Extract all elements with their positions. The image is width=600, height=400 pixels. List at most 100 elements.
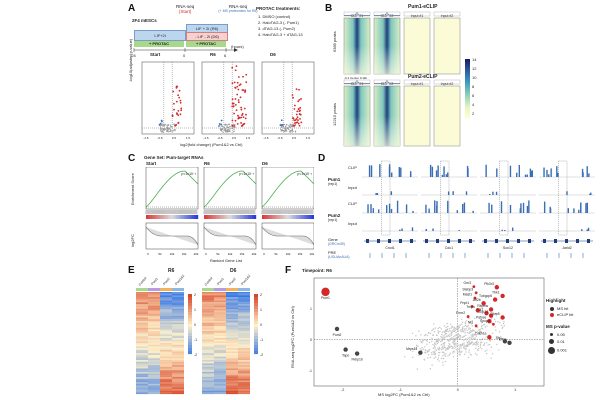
scatter-bg-point bbox=[424, 333, 427, 336]
profile-line bbox=[373, 80, 401, 84]
scatter-bg-point bbox=[447, 335, 450, 337]
scatter-bg-point bbox=[481, 327, 483, 329]
scatter-bg-point bbox=[502, 326, 504, 329]
heat-cell bbox=[214, 373, 226, 376]
heat-cell bbox=[160, 383, 172, 386]
heat-cell bbox=[160, 295, 172, 298]
volcano-point-red bbox=[231, 124, 234, 127]
volcano-point-gray bbox=[232, 131, 235, 133]
heat-cell bbox=[172, 363, 184, 366]
heat-colorbar-tick: 1 bbox=[260, 308, 262, 312]
scatter-bg-point bbox=[485, 352, 488, 355]
heat-cell bbox=[226, 302, 238, 304]
heat-cell bbox=[214, 307, 226, 310]
scatter-bg-point bbox=[497, 321, 499, 323]
scatter-bg-point bbox=[457, 351, 459, 354]
profile-box bbox=[343, 11, 371, 17]
heat-cell bbox=[214, 349, 226, 352]
scatter-bg-point bbox=[445, 330, 448, 333]
volcano-point-red bbox=[236, 81, 239, 84]
scatter-point-gm3 bbox=[472, 285, 476, 289]
heat-cell bbox=[238, 371, 250, 374]
heat-col-bar bbox=[160, 288, 172, 291]
gene-name: Sox12 bbox=[503, 246, 513, 250]
scatter-ytick: 1 bbox=[310, 307, 312, 311]
heat-colorbar-tick: -2 bbox=[260, 353, 263, 357]
heat-cell bbox=[226, 329, 238, 332]
gene-exon bbox=[458, 239, 461, 243]
volcano-point-gray bbox=[279, 128, 282, 130]
volcano-point-red bbox=[172, 90, 175, 93]
heat-cell bbox=[148, 349, 160, 352]
scatter-bg-point bbox=[479, 331, 482, 333]
es-curve-2 bbox=[261, 170, 314, 208]
heat-col-bar bbox=[202, 288, 214, 291]
volcano-point-red bbox=[234, 69, 237, 72]
heat-cell bbox=[202, 371, 214, 374]
track-peak bbox=[437, 165, 439, 177]
gene-name: Cdc1 bbox=[445, 246, 453, 250]
volcano-point-gray bbox=[287, 128, 289, 130]
scatter-bg-point bbox=[433, 357, 435, 359]
scatter-bg-point bbox=[416, 368, 419, 370]
gsea-xtick: 20k bbox=[310, 252, 314, 256]
heat-cell bbox=[202, 326, 214, 328]
heat-cell bbox=[238, 320, 250, 323]
rank-strip-cell bbox=[152, 215, 155, 219]
volcano-point-gray bbox=[282, 126, 284, 128]
heat-cell bbox=[172, 303, 184, 306]
heat-cell bbox=[136, 297, 148, 299]
heat-colorbar-cell bbox=[188, 327, 192, 331]
scatter-bg-point bbox=[426, 351, 428, 353]
heat-cell bbox=[226, 368, 238, 371]
heat-cell bbox=[136, 349, 148, 352]
heat-cell bbox=[226, 353, 238, 355]
volcano-point-gray bbox=[160, 124, 163, 126]
scatter-bg-point bbox=[435, 334, 438, 336]
scatter-bg-point bbox=[498, 349, 500, 351]
scatter-bg-point bbox=[467, 337, 469, 340]
volcano-point-red bbox=[298, 113, 301, 115]
scatter-bg-point bbox=[450, 327, 452, 329]
heat-cell bbox=[202, 334, 214, 337]
scatter-point-pik3r3 bbox=[494, 285, 500, 290]
rank-strip-cell bbox=[306, 215, 309, 219]
heat-cell bbox=[226, 295, 238, 298]
scatter-bg-point bbox=[434, 352, 437, 355]
scatter-bg-point bbox=[462, 327, 464, 330]
scatter-bg-point bbox=[479, 333, 481, 336]
rank-strip-cell bbox=[226, 215, 229, 219]
volcano-point-gray bbox=[289, 126, 291, 128]
volcano-point-gray bbox=[286, 127, 289, 129]
volcano-point-red bbox=[299, 117, 301, 120]
heat-cell bbox=[238, 349, 250, 352]
input-heat-1-2 bbox=[403, 85, 431, 147]
heat-cell bbox=[202, 295, 214, 298]
treatment-4: 4. HaloTAG-3 + dTAG-13 bbox=[258, 32, 303, 37]
pum1-label: Pum1 (rep1) bbox=[328, 177, 341, 186]
heat-cell bbox=[226, 305, 238, 308]
scatter-bg-point bbox=[474, 334, 476, 336]
heat-cell bbox=[136, 371, 148, 374]
scatter-bg-point bbox=[442, 361, 444, 364]
scatter-bg-point bbox=[445, 326, 447, 329]
track-peak bbox=[375, 193, 377, 195]
scatter-bg-point bbox=[469, 331, 472, 334]
volcano-point-red bbox=[297, 108, 300, 110]
scatter-label-gm3: Gm3 bbox=[463, 281, 470, 285]
volcano-point-red bbox=[177, 121, 180, 124]
volcano-point-gray bbox=[288, 126, 290, 128]
scatter-bg-point bbox=[411, 356, 414, 359]
heat-cell bbox=[148, 385, 160, 388]
panel-letter-f: F bbox=[285, 265, 292, 276]
volcano-point-red bbox=[297, 122, 300, 125]
track-peak bbox=[581, 168, 584, 177]
heat-cell bbox=[226, 375, 238, 378]
volcano-point-red bbox=[236, 85, 239, 88]
heat-colorbar-cell bbox=[188, 312, 192, 316]
heat-cell bbox=[226, 388, 238, 391]
scatter-bg-point bbox=[423, 346, 426, 348]
rnaseq-start-label: RNA-seq (Start) bbox=[176, 4, 195, 14]
heat-cell bbox=[160, 356, 172, 359]
rank-strip-cell bbox=[228, 215, 231, 219]
